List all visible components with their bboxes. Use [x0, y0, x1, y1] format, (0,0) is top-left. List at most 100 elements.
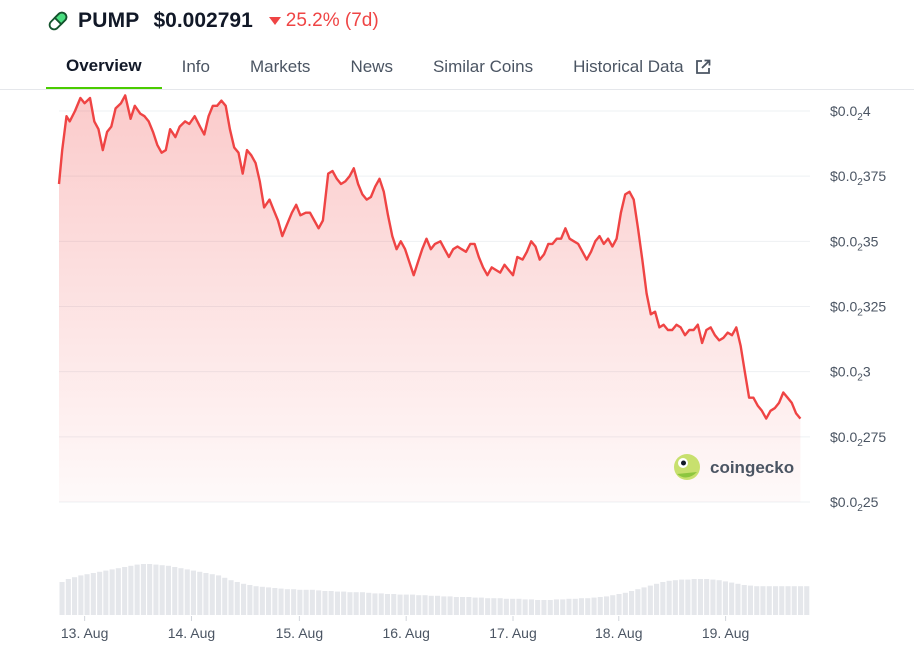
volume-bar [391, 594, 397, 615]
volume-bar [485, 598, 491, 615]
volume-bar [359, 592, 365, 615]
volume-bar [378, 593, 384, 615]
tabs-divider [0, 89, 914, 90]
volume-bar [209, 574, 215, 615]
volume-bar [779, 586, 785, 615]
volume-bar [147, 564, 153, 615]
volume-bar [785, 586, 791, 615]
volume-bar [497, 598, 503, 615]
volume-bar [478, 597, 484, 615]
volume-bar [622, 592, 628, 615]
volume-bar [222, 577, 228, 615]
x-tick-label: 18. Aug [595, 625, 643, 641]
pill-icon [48, 11, 68, 31]
tab-overview-label: Overview [66, 55, 142, 75]
tab-bar: Overview Info Markets News Similar Coins… [46, 44, 732, 90]
y-tick-label: $0.0225 [830, 494, 879, 514]
volume-bar [297, 589, 303, 615]
volume-bar [103, 570, 109, 615]
volume-bar [134, 564, 140, 615]
volume-bar [685, 579, 691, 615]
tab-historical-data[interactable]: Historical Data [553, 44, 732, 90]
volume-bar [309, 589, 315, 615]
coin-price: $0.002791 [153, 9, 253, 32]
volume-bar [672, 580, 678, 615]
tab-similar-coins[interactable]: Similar Coins [413, 44, 553, 90]
volume-bar [228, 580, 234, 615]
coin-symbol: PUMP [78, 9, 140, 32]
y-tick-label: $0.02375 [830, 168, 886, 188]
volume-bar [291, 589, 297, 615]
volume-bar [184, 569, 190, 615]
price-change: 25.2% (7d) [268, 10, 379, 32]
volume-bar [416, 595, 422, 615]
volume-bar [78, 575, 84, 615]
volume-bar [153, 564, 159, 615]
volume-bar [447, 596, 453, 615]
volume-bar [278, 588, 284, 615]
volume-bar [722, 581, 728, 615]
price-chart[interactable]: $0.024 $0.02375 $0.0235 $0.02325 $0.023 $0.02… [0, 90, 914, 650]
volume-bar [666, 580, 672, 615]
volume-bar [435, 595, 441, 615]
volume-bar [522, 599, 528, 615]
tab-news[interactable]: News [330, 44, 413, 90]
volume-bar [697, 579, 703, 615]
volume-bar [704, 579, 710, 615]
volume-bar [84, 574, 90, 615]
volume-bar [716, 580, 722, 615]
volume-bar [122, 567, 128, 615]
tab-similar-coins-label: Similar Coins [432, 57, 534, 76]
y-tick-label: $0.02325 [830, 299, 886, 319]
volume-bar [804, 586, 810, 615]
volume-bar [566, 598, 572, 615]
volume-bar [372, 593, 378, 615]
volume-bar [547, 600, 553, 615]
volume-bar [241, 583, 247, 615]
volume-bar [741, 585, 747, 615]
volume-bar [247, 585, 253, 615]
volume-bar [65, 579, 71, 615]
volume-bar [234, 582, 240, 615]
volume-bar [510, 598, 516, 615]
x-axis-labels: 13. Aug 14. Aug 15. Aug 16. Aug 17. Aug 18. A… [61, 616, 749, 641]
volume-bar [578, 598, 584, 615]
volume-bar [616, 594, 622, 615]
volume-bar [791, 586, 797, 615]
volume-bar [322, 591, 328, 615]
volume-bar [353, 592, 359, 615]
volume-bar [203, 573, 209, 615]
volume-bar [597, 597, 603, 615]
volume-bar [466, 597, 472, 615]
x-tick-label: 17. Aug [489, 625, 537, 641]
volume-bar [453, 597, 459, 615]
y-tick-label: $0.0235 [830, 233, 879, 253]
tab-markets[interactable]: Markets [230, 44, 330, 90]
volume-bar [773, 586, 779, 615]
y-tick-label: $0.023 [830, 364, 871, 384]
volume-bar [754, 586, 760, 615]
volume-bar [403, 594, 409, 615]
volume-bar [735, 583, 741, 615]
volume-bar [253, 586, 259, 615]
external-link-icon [695, 59, 711, 74]
volume-bars [59, 564, 810, 615]
x-tick-label: 19. Aug [702, 625, 750, 641]
tab-overview[interactable]: Overview [46, 44, 162, 90]
volume-bar [266, 587, 272, 615]
gecko-logo-icon [674, 454, 700, 480]
volume-bar [635, 589, 641, 615]
tab-info[interactable]: Info [162, 44, 230, 90]
volume-bar [710, 579, 716, 615]
volume-bar [190, 570, 196, 615]
volume-bar [472, 597, 478, 615]
volume-bar [660, 582, 666, 615]
volume-bar [397, 594, 403, 615]
volume-bar [328, 591, 334, 615]
volume-bar [216, 575, 222, 615]
volume-bar [422, 595, 428, 615]
volume-bar [535, 600, 541, 615]
volume-bar [641, 587, 647, 615]
volume-bar [760, 586, 766, 615]
tab-historical-data-label: Historical Data [573, 57, 684, 76]
